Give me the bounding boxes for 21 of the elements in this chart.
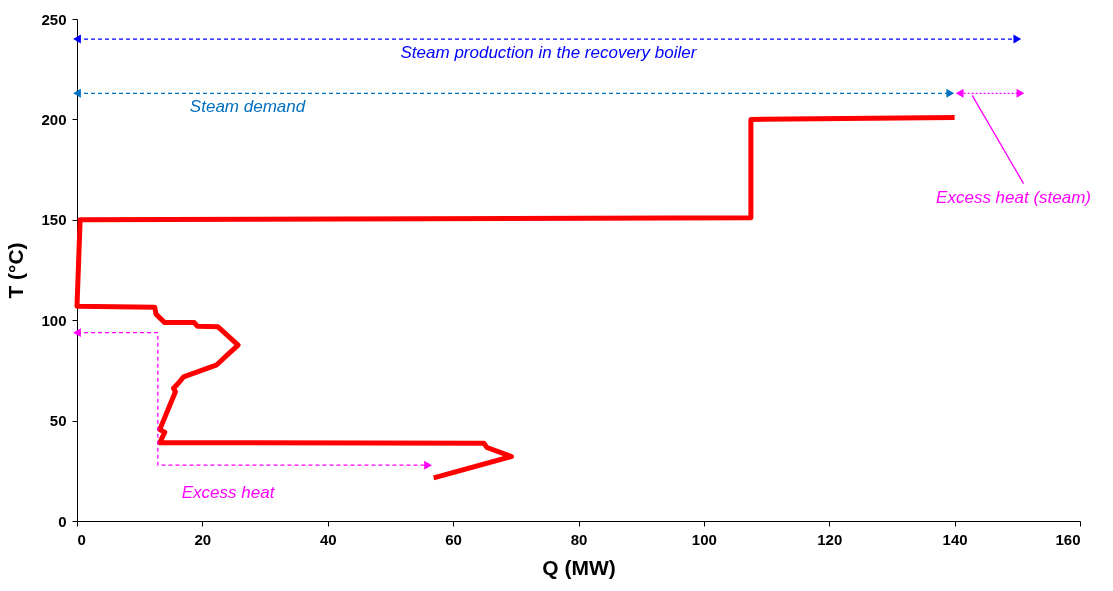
- y-tick-label: 250: [41, 10, 67, 28]
- y-axis-title: T (°C): [4, 242, 28, 299]
- x-tick-label: 120: [817, 530, 843, 548]
- y-tick-label: 0: [58, 512, 67, 530]
- x-tick-label: 160: [1055, 530, 1081, 548]
- y-tick-label: 100: [41, 311, 67, 329]
- y-tick-label: 200: [41, 110, 67, 128]
- y-tick-label: 150: [41, 211, 67, 229]
- annotation: Excess heat: [181, 483, 276, 503]
- x-tick-label: 100: [691, 530, 717, 548]
- x-tick-label: 140: [942, 530, 968, 548]
- y-tick-label: 50: [49, 412, 67, 430]
- annotation: Steam demand: [189, 97, 306, 117]
- x-tick-label: 20: [194, 530, 212, 548]
- x-tick-label: 0: [77, 530, 86, 548]
- x-axis-title: Q (MW): [542, 555, 616, 579]
- x-tick-label: 80: [570, 530, 588, 548]
- x-tick-label: 40: [319, 530, 337, 548]
- x-tick-label: 60: [445, 530, 462, 548]
- annotation: Steam production in the recovery boiler: [400, 43, 698, 63]
- annotation: Excess heat (steam): [936, 187, 1092, 207]
